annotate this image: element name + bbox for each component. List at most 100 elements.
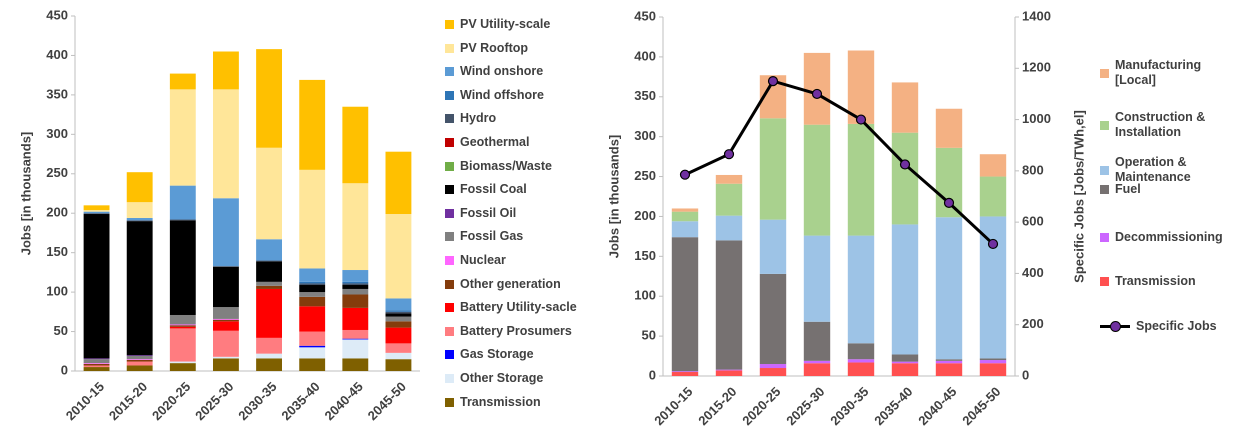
legend-label: Fossil Gas: [460, 229, 524, 244]
bar-segment: [803, 235, 831, 322]
y-tick-label: 350: [46, 86, 68, 101]
legend-swatch: [445, 90, 454, 100]
bar-segment: [213, 321, 239, 331]
legend-item: Decommissioning: [1100, 230, 1250, 245]
line-marker: [723, 149, 735, 160]
y-tick-label: 200: [46, 205, 68, 220]
bar-segment: [342, 294, 369, 308]
legend-swatch: [445, 374, 454, 383]
legend-swatch: [445, 279, 454, 289]
legend-label: Nuclear: [460, 253, 506, 267]
bar-segment: [213, 358, 239, 371]
legend-item: Fossil Oil: [445, 206, 595, 221]
bar-segment: [83, 358, 110, 360]
bar-segment: [299, 296, 326, 307]
legend-swatch: [445, 43, 454, 53]
bar-segment: [126, 359, 153, 362]
legend-swatch: [1100, 321, 1130, 332]
bar-segment: [935, 359, 963, 361]
y-tick-label: 400: [46, 47, 68, 62]
legend-item: Fuel: [1100, 182, 1250, 197]
legend-label: Operation & Maintenance: [1115, 155, 1191, 184]
legend-label: Transmission: [1115, 274, 1196, 288]
bar-segment: [342, 281, 369, 284]
line-marker: [987, 238, 999, 250]
legend-label: Hydro: [460, 111, 497, 126]
x-tick-label: 2035-40: [871, 384, 915, 428]
bar-segment: [935, 363, 963, 376]
bar-segment: [83, 213, 110, 215]
y-tick-label: 0: [649, 367, 656, 382]
bar-segment: [126, 217, 153, 221]
line-marker: [679, 169, 691, 180]
y-tick-label: 450: [634, 8, 656, 23]
bar-segment: [213, 356, 239, 359]
bar-segment: [256, 281, 282, 286]
bar-segment: [256, 260, 282, 262]
bar-segment: [671, 208, 699, 212]
y-tick-label: 100: [634, 288, 656, 303]
legend-swatch: [445, 20, 454, 29]
bar-segment: [803, 52, 831, 125]
y2-tick-label: 200: [1022, 316, 1044, 331]
legend-swatch: [1100, 120, 1109, 130]
bar-segment: [299, 358, 326, 371]
bar-segment: [299, 331, 326, 346]
bar-segment: [213, 319, 239, 322]
bar-segment: [385, 316, 412, 322]
bar-segment: [213, 198, 239, 267]
bar-segment: [169, 219, 196, 221]
y-axis-label: Jobs [in thousands]: [606, 135, 621, 259]
line-marker: [767, 76, 779, 87]
legend-swatch: [445, 138, 454, 147]
y-tick-label: 300: [46, 126, 68, 141]
bar-segment: [83, 214, 110, 359]
legend-item: PV Utility-scale: [445, 17, 595, 32]
bar-segment: [891, 354, 919, 362]
bar-segment: [213, 318, 239, 320]
bar-segment: [342, 329, 369, 339]
bar-segment: [126, 355, 153, 357]
legend-swatch: [445, 232, 454, 242]
y-tick-label: 250: [634, 168, 656, 183]
bar-segment: [213, 266, 239, 308]
bar-segment: [342, 339, 369, 359]
legend-label: Other Storage: [460, 371, 544, 385]
bar-segment: [299, 292, 326, 297]
bar-segment: [979, 360, 1007, 364]
bar-segment: [385, 151, 412, 215]
legend-swatch: [445, 303, 454, 313]
bar-segment: [299, 169, 326, 269]
x-tick-label: 2015-20: [695, 384, 739, 428]
bar-segment: [891, 363, 919, 376]
legend-item: Battery Utility-sacle: [445, 300, 595, 315]
legend-item: Transmission: [445, 395, 595, 410]
legend-label: Gas Storage: [460, 347, 534, 362]
bar-segment: [126, 365, 153, 371]
bar-segment: [126, 221, 153, 356]
legend-item: Biomass/Waste: [445, 159, 595, 174]
bar-segment: [385, 321, 412, 328]
bar-segment: [759, 364, 787, 369]
bar-segment: [299, 281, 326, 284]
legend-item: Manufacturing [Local]: [1100, 58, 1250, 88]
bar-segment: [342, 106, 369, 184]
bar-segment: [342, 338, 369, 340]
bar-segment: [385, 352, 412, 360]
x-tick-label: 2030-35: [827, 384, 871, 428]
bar-segment: [803, 321, 831, 361]
bar-segment: [342, 307, 369, 330]
bar-segment: [759, 273, 787, 365]
legend-label: Wind offshore: [460, 87, 544, 102]
legend-label: Battery Utility-sacle: [460, 300, 577, 315]
legend-label: Decommissioning: [1115, 230, 1223, 244]
bar-segment: [169, 326, 196, 329]
bar-segment: [935, 108, 963, 148]
legend-label: Wind onshore: [460, 64, 544, 79]
bar-segment: [256, 49, 282, 148]
legend-label: Manufacturing [Local]: [1115, 58, 1202, 87]
legend-swatch: [1100, 165, 1109, 175]
bar-segment: [979, 358, 1007, 361]
bar-segment: [126, 359, 153, 360]
bar-segment: [299, 79, 326, 170]
